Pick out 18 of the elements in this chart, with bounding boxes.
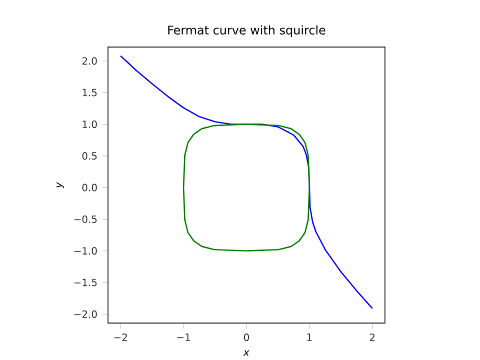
y-tick-label: −0.5 (74, 215, 97, 223)
y-tick-label: −1.0 (74, 247, 97, 255)
y-tick-label: 0.0 (82, 184, 97, 192)
x-tick-label: 0 (244, 334, 249, 342)
y-tick-label: 1.5 (82, 88, 97, 96)
y-tick-label: −1.5 (74, 278, 97, 286)
y-tick-label: 0.5 (82, 152, 97, 160)
x-tick-label: −2 (114, 334, 127, 341)
y-tick-label: −2.0 (74, 310, 97, 318)
y-tick-label: 2.0 (82, 57, 97, 65)
x-tick-label: 1 (307, 334, 312, 341)
x-tick-label: −1 (177, 334, 190, 341)
y-tick-label: 1.0 (82, 120, 97, 128)
chart-title: Fermat curve with squircle (168, 25, 326, 37)
x-axis-title: x (243, 350, 250, 356)
line-series (182, 124, 310, 252)
y-axis-title: y (56, 182, 64, 188)
x-tick-label: 2 (370, 334, 375, 341)
